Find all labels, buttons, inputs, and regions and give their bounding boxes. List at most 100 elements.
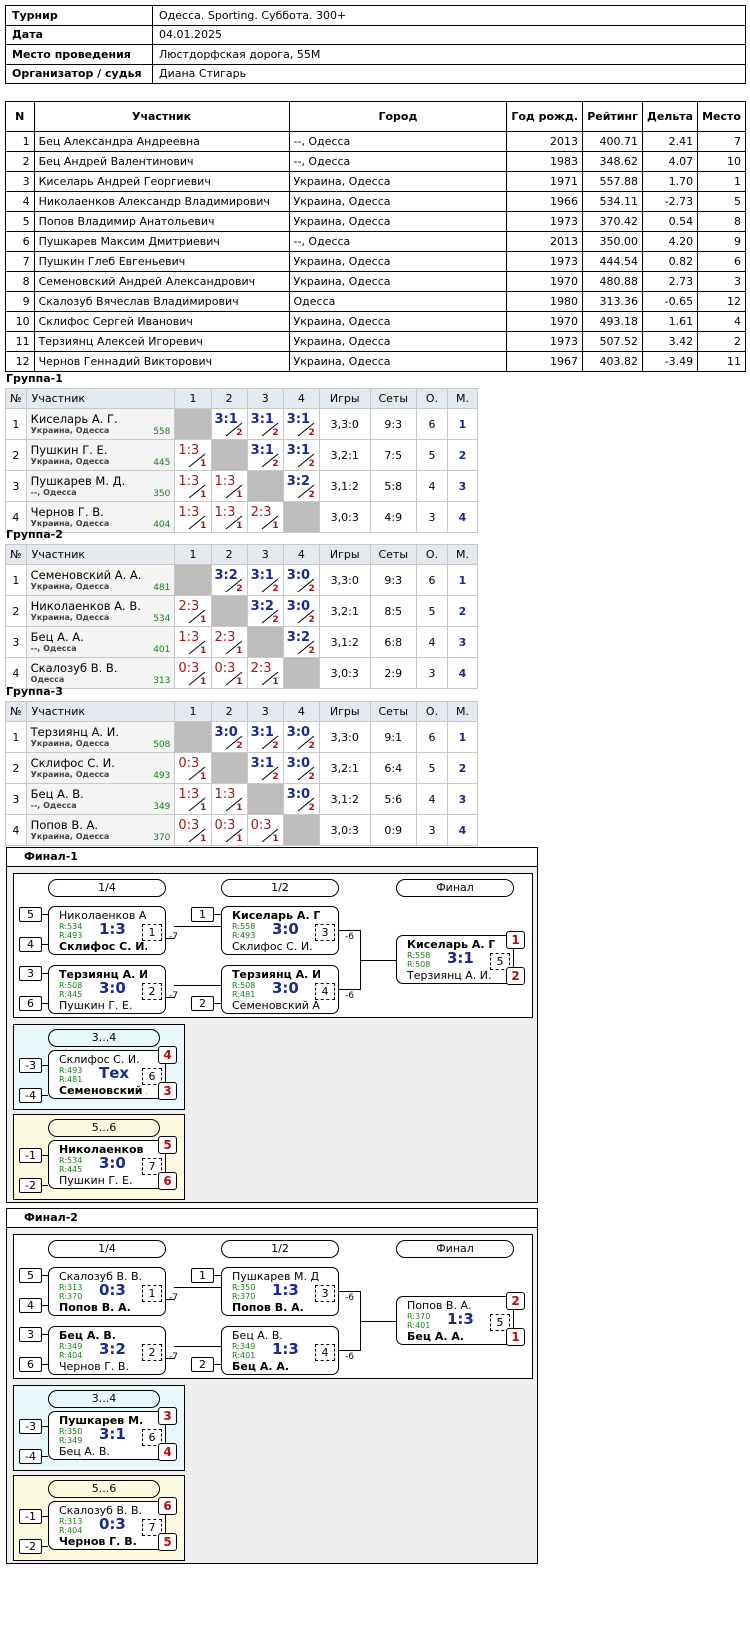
player-name: Семеновский А. А.	[30, 568, 142, 582]
player-rating: 349	[153, 802, 171, 812]
sets: 5:6	[369, 783, 418, 815]
seed-box: 2	[191, 1357, 214, 1372]
group-column-header: Игры	[318, 388, 371, 409]
loser-label: -7	[169, 991, 178, 1001]
player-city: --, Одесса	[30, 488, 77, 497]
bracket-match[interactable]: Попов В. А. R:370 R:401 1:3 5 Бец А. А. 2 1	[396, 1292, 525, 1346]
match-score: 2:3	[250, 505, 272, 520]
match-score: 3:1	[286, 443, 311, 458]
place-1: 3	[158, 1407, 177, 1425]
bracket-match[interactable]: Терзиянц А. И. R:508 R:481 3:0 4 Семеновский …	[221, 965, 339, 1014]
match-score: 1:3	[447, 1310, 474, 1328]
points: 4	[416, 470, 448, 502]
place-1: 6	[158, 1497, 177, 1515]
sets: 5:8	[369, 470, 418, 502]
match-rating-1: R:349	[59, 1342, 83, 1351]
place-2: 3	[158, 1082, 177, 1100]
match-score: 3:2	[250, 599, 274, 614]
bracket-match[interactable]: Киселарь А. Г. R:558 R:493 3:0 3 Склифос С. И…	[221, 906, 339, 955]
participant-row: 6 Пушкарев Максим Дмитриевич --, Одесса 201…	[5, 231, 746, 252]
points: 6	[416, 408, 448, 440]
match-result: 2:3 1	[210, 626, 248, 658]
match-player-1: Бец А. В.	[232, 1329, 283, 1342]
participant-cell: 2013	[506, 231, 584, 252]
bracket-connector	[339, 1291, 361, 1351]
player-cell: Скалозуб В. В. Одесса 313	[25, 657, 176, 689]
match-points: 1	[200, 803, 207, 813]
group-header-row: № Участник 1 2 3 4 Игры Сеты О. М.	[5, 544, 479, 565]
player-cell: Бец А. В. --, Одесса 349	[25, 783, 176, 815]
bracket-match[interactable]: Киселарь А. Г. R:558 R:508 3:1 5 Терзиянц А. …	[396, 931, 525, 985]
group-column-header: 2	[210, 701, 248, 722]
row-number: 2	[5, 439, 27, 471]
bracket-line	[42, 1065, 48, 1066]
bracket-match[interactable]: Бец А. В. R:349 R:401 1:3 4 Бец А. А.	[221, 1326, 339, 1375]
participant-cell: --, Одесса	[288, 131, 508, 152]
info-value: 04.01.2025	[152, 24, 746, 45]
bracket-match[interactable]: Терзиянц А. И. R:508 R:445 3:0 2 Пушкин Г. Е.	[48, 965, 166, 1014]
player-name: Бец А. В.	[30, 787, 84, 801]
match-score: 0:3	[250, 818, 272, 833]
participant-cell: -0.65	[642, 291, 699, 312]
seed-box: 6	[19, 996, 42, 1011]
match-player-1: Терзиянц А. И.	[59, 968, 147, 981]
loser-label: -6	[345, 932, 354, 942]
player-name: Попов В. А.	[30, 818, 99, 832]
player-cell: Бец А. А. --, Одесса 401	[25, 626, 176, 658]
row-number: 1	[5, 721, 27, 753]
player-cell: Терзиянц А. И. Украина, Одесса 508	[25, 721, 176, 753]
match-number: 3	[315, 924, 335, 941]
self-cell	[174, 564, 212, 596]
bracket-match[interactable]: Бец А. В. R:349 R:404 3:2 2 Чернов Г. В.	[48, 1326, 166, 1375]
player-cell: Семеновский А. А. Украина, Одесса 481	[25, 564, 176, 596]
match-number: 1	[142, 1285, 162, 1302]
participant-cell: 444.54	[582, 251, 644, 272]
group-column-header: 3	[246, 544, 284, 565]
match-rating-1: R:313	[59, 1517, 83, 1526]
match-rating-1: R:350	[59, 1427, 83, 1436]
points: 6	[416, 564, 448, 596]
participant-cell: 7	[5, 251, 35, 272]
participant-cell: 4.20	[642, 231, 699, 252]
bracket-match[interactable]: Скалозуб В. В. R:313 R:370 0:3 1 Попов В. А.	[48, 1267, 166, 1316]
bracket-line	[42, 973, 48, 974]
participant-cell: 0.82	[642, 251, 699, 272]
player-name: Чернов Г. В.	[30, 505, 104, 519]
participant-cell: 2.73	[642, 271, 699, 292]
match-points: 1	[200, 677, 207, 687]
match-rating-2: R:401	[232, 1351, 256, 1360]
bracket-match[interactable]: Пушкарев М. Д. R:350 R:370 1:3 3 Попов В. А.	[221, 1267, 339, 1316]
third-place-bracket: 3...4 -3 -4 Склифос С. И. R:493 R:481 Тех 6 Семе…	[13, 1024, 185, 1110]
match-score: 3:1	[250, 756, 274, 771]
final-title: Финал-1	[7, 848, 537, 867]
participant-cell: 507.52	[582, 331, 644, 352]
player-cell: Чернов Г. В. Украина, Одесса 404	[25, 501, 176, 533]
row-number: 3	[5, 626, 27, 658]
participant-cell: 1967	[506, 351, 584, 372]
group-table: № Участник 1 2 3 4 Игры Сеты О. М. 1 Семеновский А.…	[5, 544, 479, 689]
match-score: 1:3	[272, 1340, 299, 1358]
participant-cell: 1973	[506, 331, 584, 352]
match-score: 3:1	[99, 1425, 126, 1443]
match-score: 3:2	[99, 1340, 126, 1358]
info-label: Организатор / судья	[5, 63, 153, 84]
group-row: 2 Пушкин Г. Е. Украина, Одесса 445 1:3 1 3:1 2 3…	[5, 439, 479, 471]
player-name: Скалозуб В. В.	[30, 661, 118, 675]
player-city: --, Одесса	[30, 644, 77, 653]
participant-cell: Одесса	[288, 291, 508, 312]
final-place-1: 1	[506, 931, 525, 949]
info-label: Место проведения	[5, 44, 153, 65]
match-player-1: Скалозуб В. В.	[59, 1270, 143, 1283]
match-result: 3:2 2	[282, 626, 320, 658]
bracket-match[interactable]: Скалозуб В. В. R:313 R:404 0:3 7 Чернов Г. В.…	[48, 1497, 177, 1551]
match-score: 3:1	[214, 412, 238, 427]
info-row: Организатор / судья Диана Стигарь	[5, 63, 746, 84]
participant-cell: 1.61	[642, 311, 699, 332]
bracket-line	[174, 1287, 221, 1288]
row-number: 3	[5, 470, 27, 502]
match-rating-2: R:370	[232, 1292, 256, 1301]
